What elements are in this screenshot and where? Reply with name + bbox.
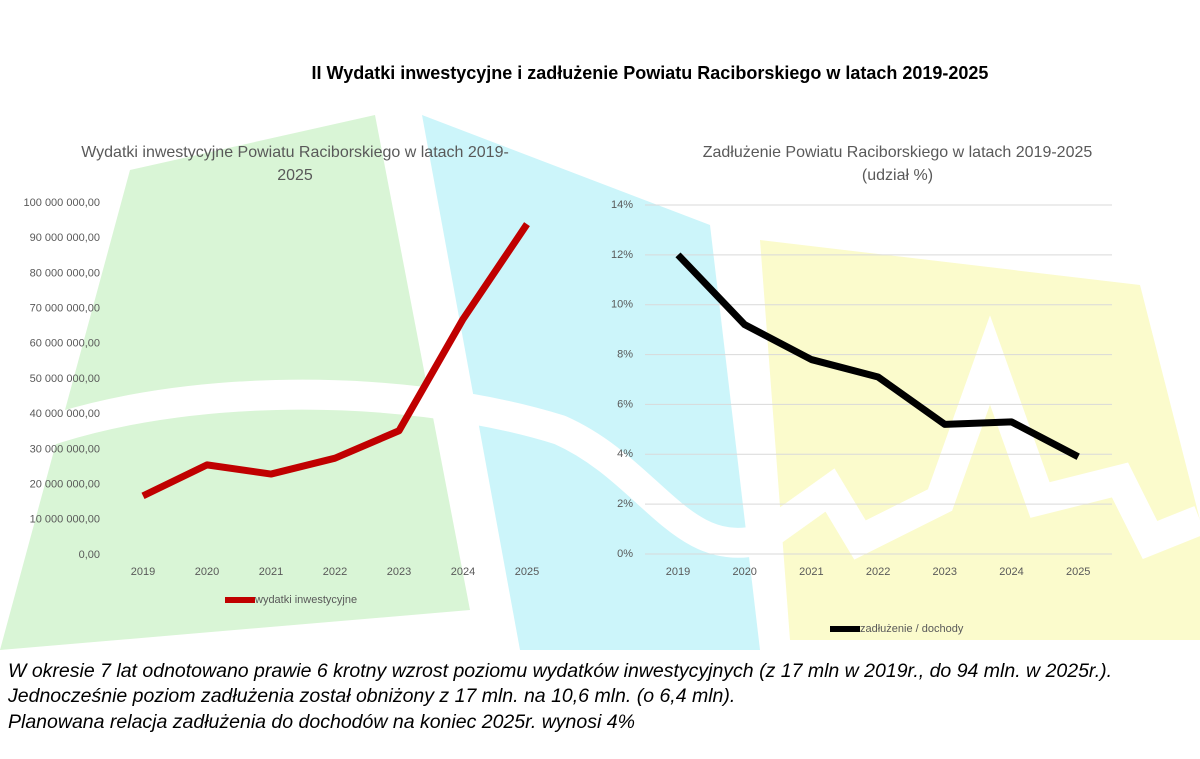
x-tick-label: 2021 [259, 566, 283, 578]
chart-title: Wydatki inwestycyjne Powiatu Raciborskie… [81, 144, 509, 184]
legend-label: wydatki inwestycyjne [254, 594, 357, 606]
y-tick-label: 10 000 000,00 [30, 514, 100, 526]
y-tick-label: 90 000 000,00 [30, 232, 100, 244]
x-tick-label: 2019 [666, 566, 690, 578]
legend-label: zadłużenie / dochody [860, 623, 964, 635]
y-tick-label: 12% [611, 249, 633, 261]
y-tick-label: 0,00 [79, 549, 100, 561]
x-tick-label: 2023 [933, 566, 957, 578]
y-tick-label: 14% [611, 199, 633, 211]
page-title: II Wydatki inwestycyjne i zadłużenie Pow… [311, 63, 989, 83]
x-tick-label: 2020 [732, 566, 756, 578]
line-series [141, 222, 530, 500]
y-tick-label: 2% [617, 498, 633, 510]
y-tick-label: 70 000 000,00 [30, 303, 100, 315]
y-tick-label: 60 000 000,00 [30, 338, 100, 350]
paragraph: W okresie 7 lat odnotowano prawie 6 krot… [8, 660, 1113, 707]
x-tick-label: 2022 [323, 566, 347, 578]
y-tick-label: 100 000 000,00 [24, 197, 100, 209]
x-tick-label: 2020 [195, 566, 219, 578]
chart-title: Zadłużenie Powiatu Raciborskiego w latac… [702, 144, 1093, 161]
y-tick-label: 50 000 000,00 [30, 373, 100, 385]
paragraph: Planowana relacja zadłużenia do dochodów… [8, 711, 635, 733]
x-tick-label: 2024 [999, 566, 1023, 578]
y-tick-label: 80 000 000,00 [30, 267, 100, 279]
bg-river [0, 315, 1200, 560]
line-series [675, 252, 1080, 460]
x-tick-label: 2024 [451, 566, 475, 578]
chart-subtitle: (udział %) [861, 167, 934, 184]
x-tick-label: 2019 [131, 566, 155, 578]
y-tick-label: 40 000 000,00 [30, 408, 100, 420]
y-tick-label: 8% [617, 348, 633, 360]
y-tick-label: 4% [617, 448, 633, 460]
y-tick-label: 6% [617, 398, 633, 410]
y-tick-label: 20 000 000,00 [30, 479, 100, 491]
x-tick-label: 2025 [1066, 566, 1090, 578]
y-tick-label: 0% [617, 548, 633, 560]
x-tick-label: 2025 [515, 566, 539, 578]
x-tick-label: 2021 [799, 566, 823, 578]
y-tick-label: 30 000 000,00 [30, 443, 100, 455]
x-tick-label: 2023 [387, 566, 411, 578]
y-tick-label: 10% [611, 299, 633, 311]
x-tick-label: 2022 [866, 566, 890, 578]
